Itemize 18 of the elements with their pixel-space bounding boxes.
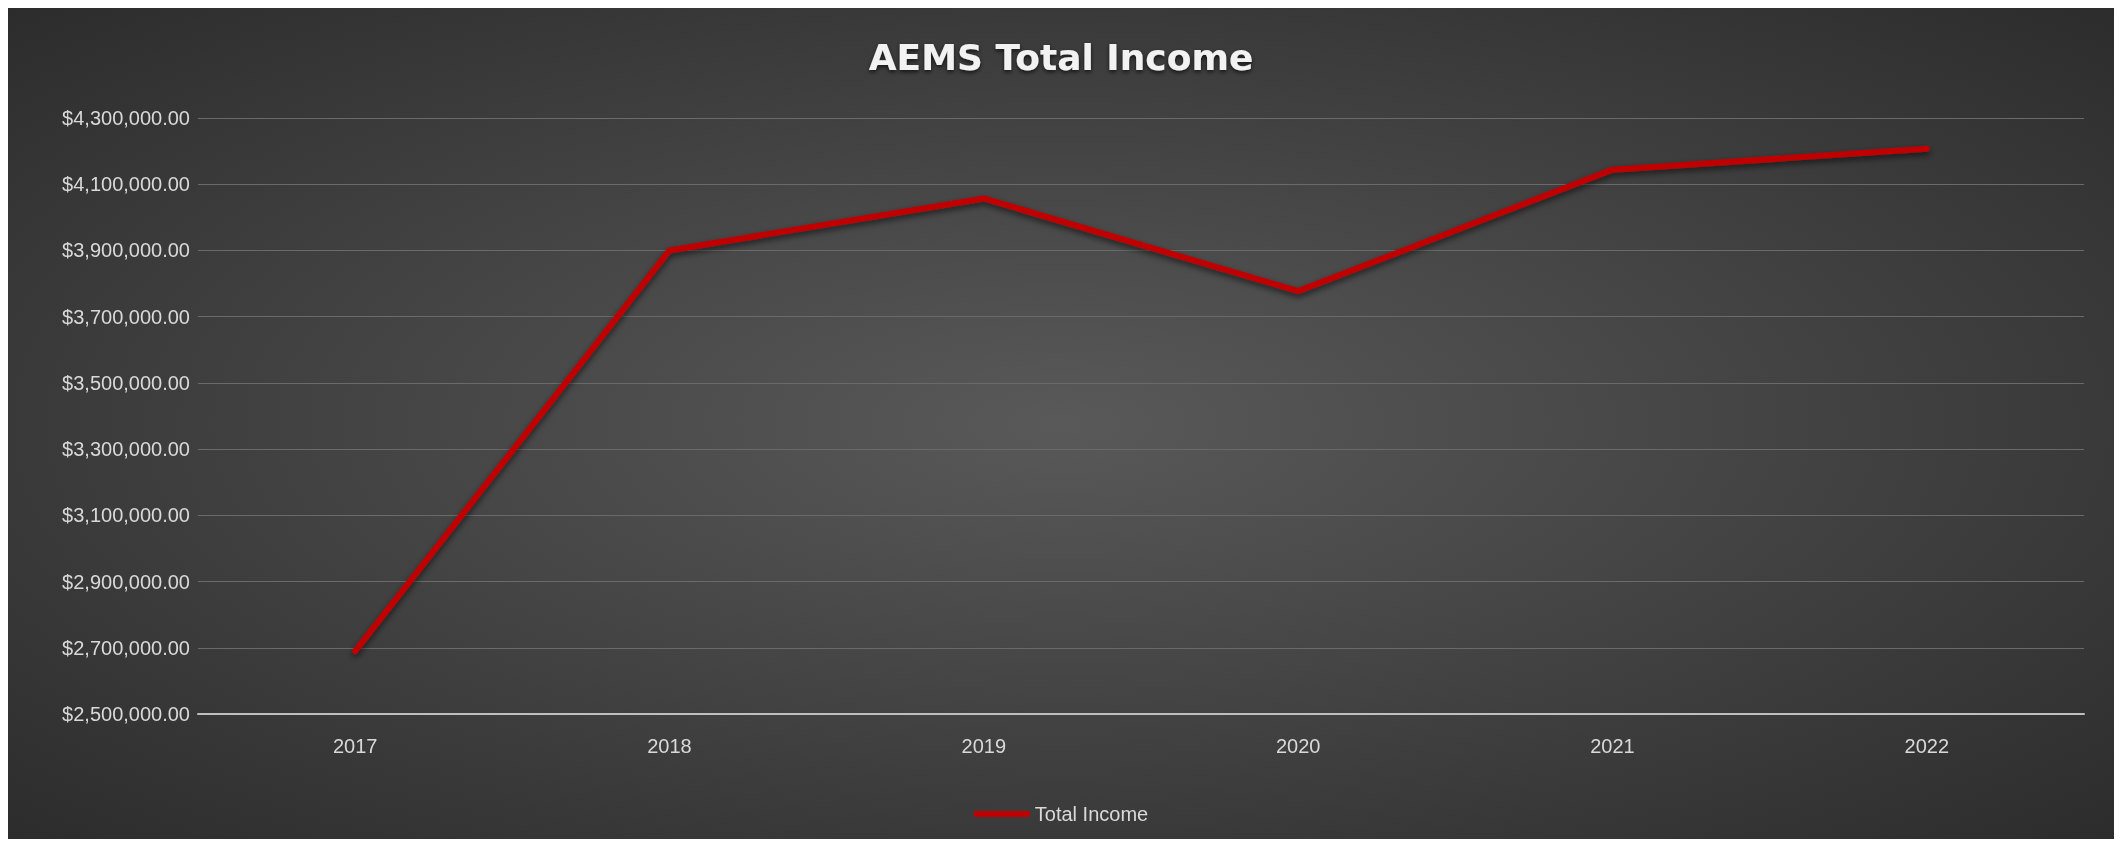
y-tick-label: $3,100,000.00 bbox=[62, 504, 190, 527]
x-tick-label: 2019 bbox=[961, 735, 1007, 757]
x-tick-label: 2017 bbox=[332, 735, 378, 757]
y-tick-label: $3,900,000.00 bbox=[62, 239, 190, 262]
y-tick-label: $2,500,000.00 bbox=[62, 703, 190, 725]
y-tick-label: $2,700,000.00 bbox=[62, 636, 190, 659]
y-tick-label: $4,300,000.00 bbox=[62, 107, 190, 129]
y-tick-label: $2,900,000.00 bbox=[62, 570, 190, 593]
y-tick-label: $3,500,000.00 bbox=[62, 371, 190, 394]
y-tick-label: $3,700,000.00 bbox=[62, 305, 190, 328]
x-tick-label: 2022 bbox=[1904, 735, 1950, 757]
x-tick-label: 2020 bbox=[1275, 735, 1321, 757]
y-tick-label: $4,100,000.00 bbox=[62, 173, 190, 196]
chart-title: AEMS Total Income bbox=[868, 36, 1254, 78]
y-tick-label: $3,300,000.00 bbox=[62, 438, 190, 461]
legend-label: Total Income bbox=[1034, 803, 1149, 825]
x-tick-label: 2018 bbox=[647, 735, 692, 757]
x-tick-label: 2021 bbox=[1590, 735, 1635, 757]
